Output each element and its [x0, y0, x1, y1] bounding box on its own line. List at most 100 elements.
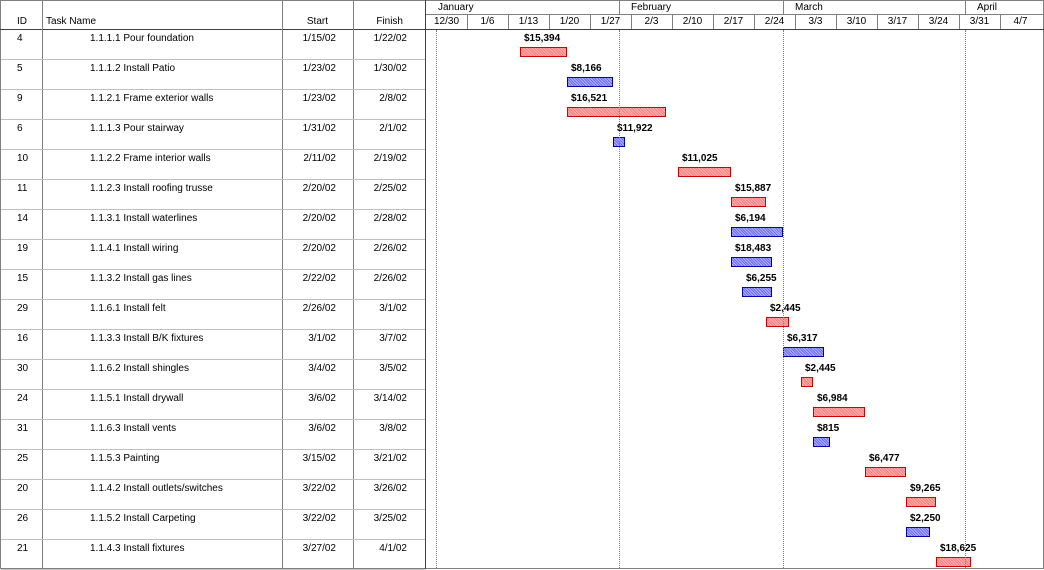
table-row[interactable]: 11 1.1.2.3 Install roofing trusse 2/20/02 2…	[0, 180, 426, 210]
task-bar[interactable]	[865, 467, 906, 477]
task-bar[interactable]	[678, 167, 731, 177]
table-row[interactable]: 21 1.1.4.3 Install fixtures 3/27/02 4/1/02	[0, 540, 426, 570]
task-start: 3/4/02	[308, 363, 336, 374]
task-name: 1.1.5.2 Install Carpeting	[90, 513, 196, 524]
table-row[interactable]: 10 1.1.2.2 Frame interior walls 2/11/02 2/1…	[0, 150, 426, 180]
task-finish: 4/1/02	[379, 543, 407, 554]
task-bar[interactable]	[567, 107, 666, 117]
month-divider	[783, 0, 784, 14]
table-row[interactable]: 26 1.1.5.2 Install Carpeting 3/22/02 3/25/0…	[0, 510, 426, 540]
cost-label: $16,521	[571, 93, 608, 104]
task-finish: 3/25/02	[373, 513, 407, 524]
task-id: 4	[17, 33, 23, 44]
week-divider	[795, 14, 796, 30]
week-divider	[877, 14, 878, 30]
week-label: 1/27	[600, 16, 621, 27]
table-row[interactable]: 9 1.1.2.1 Frame exterior walls 1/23/02 2/8/…	[0, 90, 426, 120]
month-divider	[965, 0, 966, 14]
table-row[interactable]: 15 1.1.3.2 Install gas lines 2/22/02 2/26/0…	[0, 270, 426, 300]
task-bar[interactable]	[567, 77, 613, 87]
task-finish: 3/21/02	[373, 453, 407, 464]
table-row[interactable]: 6 1.1.1.3 Pour stairway 1/31/02 2/1/02	[0, 120, 426, 150]
cost-label: $6,194	[735, 213, 766, 224]
table-row[interactable]: 16 1.1.3.3 Install B/K fixtures 3/1/02 3/7/…	[0, 330, 426, 360]
task-finish: 2/28/02	[373, 213, 407, 224]
task-finish: 2/8/02	[379, 93, 407, 104]
week-divider	[467, 14, 468, 30]
cost-label: $15,887	[735, 183, 772, 194]
task-finish: 3/7/02	[379, 333, 407, 344]
task-bar[interactable]	[731, 227, 783, 237]
row-divider	[1, 209, 425, 210]
table-row[interactable]: 4 1.1.1.1 Pour foundation 1/15/02 1/22/02	[0, 30, 426, 60]
task-id: 24	[17, 393, 29, 404]
week-label: 1/6	[480, 16, 495, 27]
cost-label: $2,445	[770, 303, 801, 314]
task-bar[interactable]	[906, 497, 936, 507]
task-bar[interactable]	[742, 287, 772, 297]
outer-border-top	[0, 0, 1044, 1]
task-bar[interactable]	[731, 197, 766, 207]
task-start: 2/26/02	[302, 303, 336, 314]
task-bar[interactable]	[520, 47, 567, 57]
task-bar[interactable]	[801, 377, 813, 387]
finish-column-header[interactable]: Finish	[376, 16, 403, 27]
week-label: 2/24	[764, 16, 785, 27]
task-start: 1/15/02	[302, 33, 336, 44]
timescale-divider	[426, 14, 1044, 15]
task-id: 26	[17, 513, 29, 524]
row-divider	[1, 449, 425, 450]
task-name: 1.1.6.2 Install shingles	[90, 363, 189, 374]
week-divider	[590, 14, 591, 30]
task-bar[interactable]	[731, 257, 772, 267]
week-label: 4/7	[1013, 16, 1028, 27]
row-divider	[1, 119, 425, 120]
table-row[interactable]: 30 1.1.6.2 Install shingles 3/4/02 3/5/02	[0, 360, 426, 390]
table-row[interactable]: 5 1.1.1.2 Install Patio 1/23/02 1/30/02	[0, 60, 426, 90]
week-divider	[672, 14, 673, 30]
row-divider	[1, 299, 425, 300]
table-row[interactable]: 25 1.1.5.3 Painting 3/15/02 3/21/02	[0, 450, 426, 480]
week-divider	[918, 14, 919, 30]
task-id: 14	[17, 213, 29, 224]
week-divider	[549, 14, 550, 30]
outer-border-left	[0, 0, 1, 569]
row-divider	[1, 509, 425, 510]
task-id: 21	[17, 543, 29, 554]
cost-label: $6,477	[869, 453, 900, 464]
table-row[interactable]: 24 1.1.5.1 Install drywall 3/6/02 3/14/02	[0, 390, 426, 420]
task-bar[interactable]	[936, 557, 971, 567]
week-label: 2/10	[682, 16, 703, 27]
task-finish: 3/26/02	[373, 483, 407, 494]
week-label: 3/31	[969, 16, 990, 27]
task-bar[interactable]	[906, 527, 930, 537]
start-column-header[interactable]: Start	[306, 16, 328, 27]
task-finish: 3/8/02	[379, 423, 407, 434]
table-row[interactable]: 19 1.1.4.1 Install wiring 2/20/02 2/26/02	[0, 240, 426, 270]
task-bar[interactable]	[813, 437, 830, 447]
table-row[interactable]: 29 1.1.6.1 Install felt 2/26/02 3/1/02	[0, 300, 426, 330]
task-finish: 2/26/02	[373, 243, 407, 254]
chart-gridline	[965, 30, 966, 568]
id-column-header[interactable]: ID	[17, 16, 27, 27]
task-id: 6	[17, 123, 23, 134]
row-divider	[1, 359, 425, 360]
task-start: 3/22/02	[302, 483, 336, 494]
task-name-column-header[interactable]: Task Name	[46, 16, 97, 27]
table-row[interactable]: 14 1.1.3.1 Install waterlines 2/20/02 2/28/…	[0, 210, 426, 240]
month-label: April	[977, 2, 998, 13]
task-bar[interactable]	[766, 317, 789, 327]
task-finish: 1/30/02	[373, 63, 407, 74]
row-divider	[1, 59, 425, 60]
task-start: 2/20/02	[302, 243, 336, 254]
task-start: 3/22/02	[302, 513, 336, 524]
task-bar[interactable]	[813, 407, 865, 417]
task-finish: 2/25/02	[373, 183, 407, 194]
task-bar[interactable]	[783, 347, 824, 357]
table-row[interactable]: 20 1.1.4.2 Install outlets/switches 3/22/0…	[0, 480, 426, 510]
task-finish: 3/5/02	[379, 363, 407, 374]
table-row[interactable]: 31 1.1.6.3 Install vents 3/6/02 3/8/02	[0, 420, 426, 450]
col-divider-id	[42, 0, 43, 569]
task-start: 2/11/02	[303, 153, 336, 164]
